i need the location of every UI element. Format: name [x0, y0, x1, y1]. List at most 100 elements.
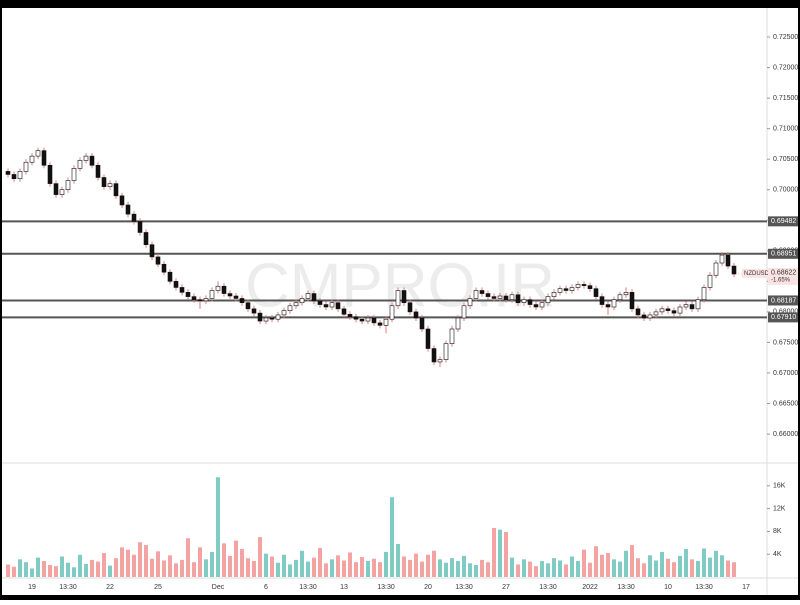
volume-tick-label: 12K [773, 505, 786, 512]
volume-tick-label: 16K [773, 483, 786, 490]
volume-bar [462, 555, 466, 577]
volume-bar [726, 560, 730, 577]
volume-bar [660, 551, 664, 577]
candle-body [551, 292, 557, 297]
volume-bar [60, 556, 64, 577]
candle-body [5, 171, 11, 175]
volume-bar [66, 562, 70, 577]
candle-body [23, 161, 29, 172]
volume-bar [720, 555, 724, 577]
level-label-box [768, 248, 798, 259]
volume-bar [492, 527, 496, 577]
candle-body [59, 189, 65, 195]
candle-body [605, 304, 611, 308]
x-tick-label: 13 [340, 584, 348, 591]
candle-body [353, 316, 359, 320]
candle-body [221, 285, 227, 294]
x-tick-label: 25 [154, 584, 162, 591]
candle-body [233, 295, 239, 299]
candle-body [101, 177, 107, 187]
volume-bar [486, 562, 490, 577]
candle-body [683, 304, 689, 308]
candle-body [323, 304, 329, 308]
volume-bar [600, 554, 604, 577]
volume-bar [210, 551, 214, 577]
volume-bar [276, 562, 280, 577]
candle-body [635, 308, 641, 316]
volume-bar [6, 564, 10, 577]
candle-body [293, 302, 299, 307]
volume-bar [240, 549, 244, 577]
candle-body [251, 308, 257, 314]
volume-bar [510, 557, 514, 577]
volume-bar [678, 555, 682, 577]
volume-bar [546, 563, 550, 577]
candle-body [395, 290, 401, 307]
volume-bar [18, 559, 22, 577]
level-label-box [768, 312, 798, 323]
x-tick-label: 27 [502, 584, 510, 591]
x-tick-label: 20 [424, 584, 432, 591]
candle-body [581, 284, 587, 286]
volume-bar [408, 559, 412, 577]
y-tick-label: 0.72000 [773, 64, 798, 71]
volume-bar [636, 558, 640, 577]
candle-body [203, 298, 209, 302]
volume-bar [444, 562, 448, 577]
volume-bar [246, 558, 250, 577]
volume-bar [690, 559, 694, 577]
volume-bar [300, 550, 304, 577]
candle-body [149, 244, 155, 258]
candle-body [197, 299, 203, 302]
volume-bar [504, 531, 508, 577]
volume-bar [588, 562, 592, 577]
candle-body [263, 317, 269, 322]
y-tick-label: 0.70500 [773, 156, 798, 163]
y-tick-label: 0.66500 [773, 400, 798, 407]
volume-bar [48, 565, 52, 577]
candle-body [383, 318, 389, 326]
volume-bar [324, 563, 328, 577]
candle-body [347, 314, 353, 318]
last-price-label: 0.68622 [771, 270, 796, 277]
volume-bar [402, 556, 406, 577]
candle-body [515, 294, 521, 304]
volume-bar [12, 566, 16, 577]
watermark: CMPRO.IR [245, 251, 555, 320]
candle-body [137, 221, 143, 233]
volume-bar [312, 557, 316, 577]
candle-body [539, 302, 545, 308]
candle-body [29, 155, 35, 163]
candle-body [659, 308, 665, 313]
candle-body [143, 232, 149, 245]
level-label: 0.68951 [771, 251, 796, 258]
candle-body [557, 288, 563, 293]
candle-body [485, 293, 491, 297]
last-price-box [768, 267, 798, 285]
candle-body [509, 294, 515, 300]
volume-bar [342, 560, 346, 577]
candle-body [35, 150, 41, 157]
volume-bar [264, 553, 268, 577]
candle-body [401, 290, 407, 304]
x-tick-label: 22 [106, 584, 114, 591]
candle-body [71, 168, 77, 181]
x-tick-label: 10 [664, 584, 672, 591]
x-tick-label: 13:30 [455, 584, 473, 591]
volume-bar [390, 497, 394, 577]
candle-body [341, 308, 347, 315]
x-tick-label: 6 [264, 584, 268, 591]
candle-body [467, 298, 473, 307]
volume-bar [576, 561, 580, 577]
symbol-box [742, 268, 767, 278]
y-tick-label: 0.68000 [773, 309, 798, 316]
candle-body [689, 304, 695, 310]
candle-body [335, 302, 341, 310]
candle-body [389, 305, 395, 320]
volume-bar [594, 546, 598, 577]
candle-body [527, 299, 533, 305]
candle-body [611, 299, 617, 308]
candle-body [473, 290, 479, 299]
candle-body [695, 299, 701, 310]
candle-body [41, 150, 47, 166]
